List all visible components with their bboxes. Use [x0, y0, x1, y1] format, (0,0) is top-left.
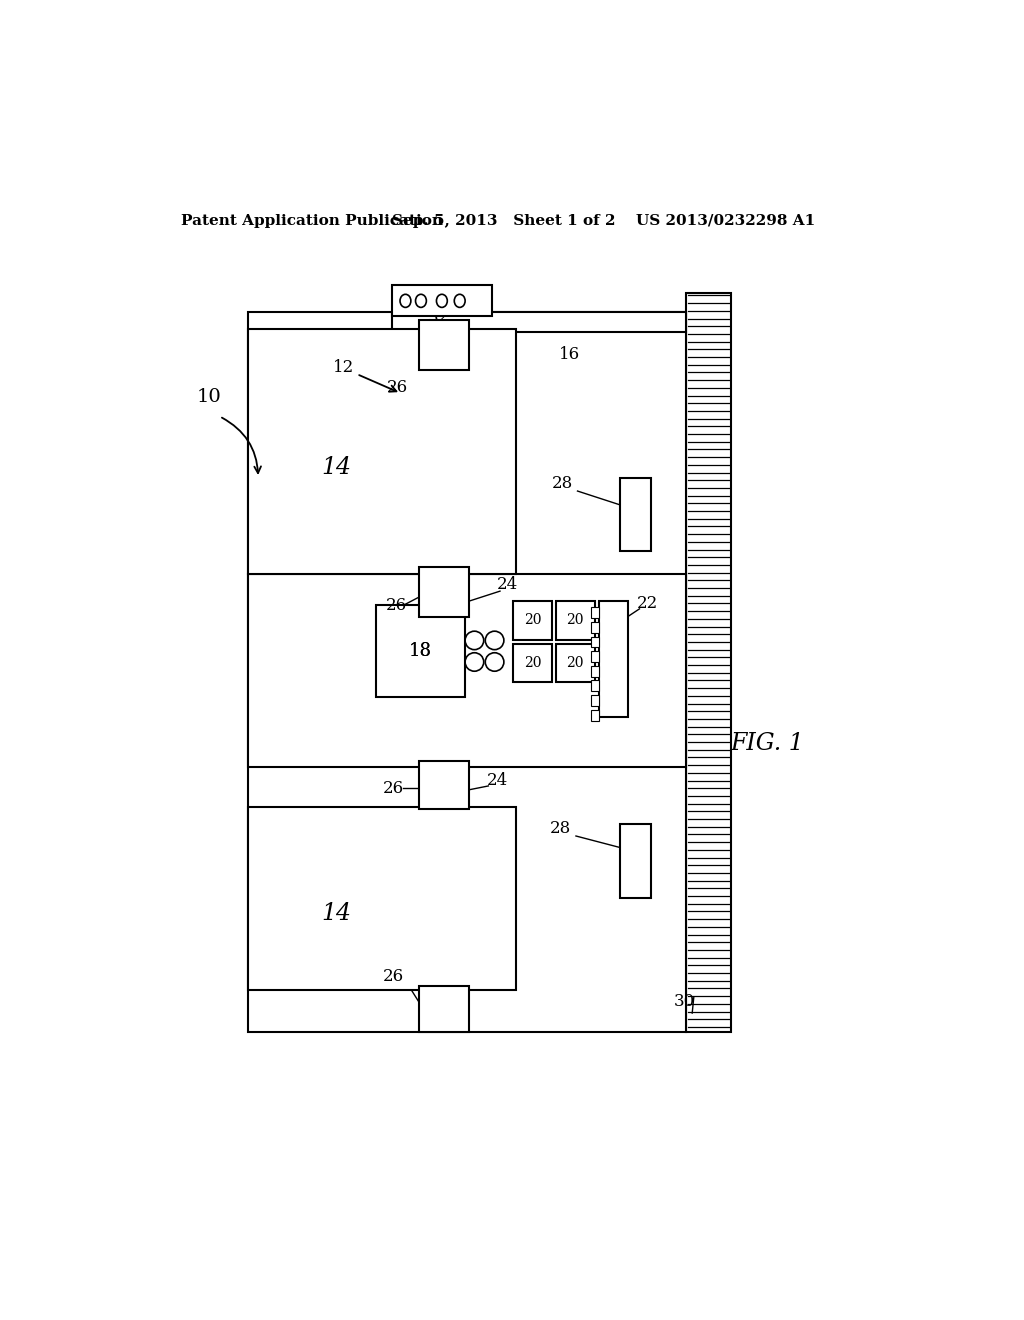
Circle shape: [465, 653, 483, 671]
Text: 18: 18: [409, 643, 432, 660]
Text: 24: 24: [487, 772, 508, 789]
Bar: [376, 605, 465, 697]
Text: 14: 14: [322, 455, 351, 479]
Bar: [248, 330, 515, 574]
Bar: [391, 285, 493, 317]
Text: 16: 16: [559, 346, 581, 363]
Circle shape: [485, 653, 504, 671]
Text: 24: 24: [497, 576, 518, 593]
Bar: [592, 622, 599, 632]
Circle shape: [485, 631, 504, 649]
Bar: [391, 313, 686, 331]
Bar: [513, 601, 552, 640]
Bar: [419, 986, 469, 1032]
Ellipse shape: [400, 294, 411, 308]
Bar: [621, 825, 651, 898]
Text: 28: 28: [550, 820, 571, 837]
Bar: [592, 607, 599, 618]
Text: 26: 26: [386, 597, 407, 614]
Bar: [248, 574, 686, 767]
Bar: [248, 807, 515, 990]
Text: Sep. 5, 2013   Sheet 1 of 2: Sep. 5, 2013 Sheet 1 of 2: [391, 214, 615, 228]
Bar: [556, 644, 595, 682]
Bar: [592, 651, 599, 663]
Text: 12: 12: [333, 359, 354, 376]
Text: 28: 28: [551, 475, 572, 492]
Ellipse shape: [416, 294, 426, 308]
Bar: [592, 665, 599, 677]
Ellipse shape: [455, 294, 465, 308]
Bar: [419, 566, 469, 616]
Bar: [592, 710, 599, 721]
Circle shape: [465, 631, 483, 649]
Text: 30: 30: [674, 993, 695, 1010]
Text: 20: 20: [524, 614, 542, 627]
Bar: [592, 696, 599, 706]
Bar: [592, 681, 599, 692]
Bar: [419, 321, 469, 370]
Text: 26: 26: [383, 969, 404, 986]
Text: 20: 20: [566, 656, 584, 669]
Bar: [592, 636, 599, 647]
Ellipse shape: [436, 294, 447, 308]
Bar: [419, 760, 469, 809]
Text: FIG. 1: FIG. 1: [730, 733, 804, 755]
Text: 22: 22: [637, 595, 657, 612]
Text: 20: 20: [566, 614, 584, 627]
Text: Patent Application Publication: Patent Application Publication: [180, 214, 442, 228]
Bar: [599, 601, 628, 717]
Bar: [686, 293, 731, 1032]
Text: 14: 14: [322, 903, 351, 925]
Text: 32: 32: [427, 309, 449, 326]
Text: 10: 10: [197, 388, 222, 407]
Bar: [248, 313, 686, 1032]
Text: 26: 26: [387, 379, 409, 396]
Bar: [556, 601, 595, 640]
Text: 20: 20: [524, 656, 542, 669]
Bar: [513, 644, 552, 682]
Text: 18: 18: [409, 643, 432, 660]
Bar: [621, 478, 651, 552]
Text: US 2013/0232298 A1: US 2013/0232298 A1: [636, 214, 815, 228]
Text: 26: 26: [383, 780, 404, 797]
